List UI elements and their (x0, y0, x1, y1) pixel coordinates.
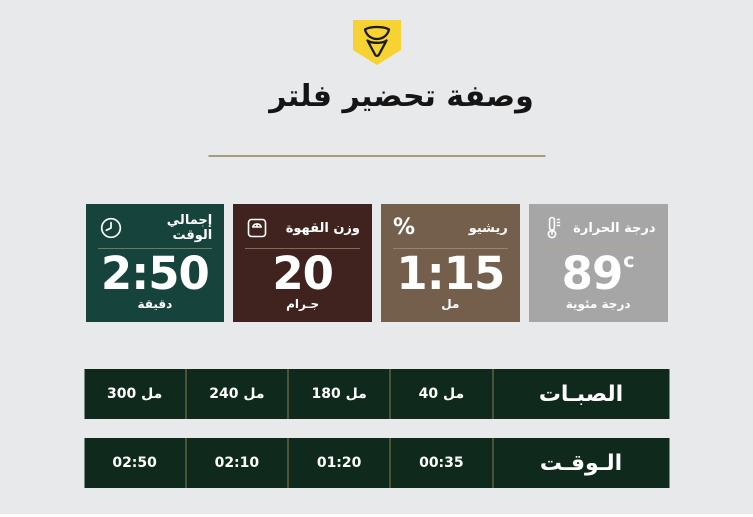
bottom-edge (0, 514, 753, 517)
card-divider (540, 248, 656, 249)
ratio-card: ريشيو % 1:15 مل (381, 204, 520, 322)
card-divider (245, 248, 360, 249)
card-header: ريشيو % (393, 214, 508, 242)
scale-icon (245, 216, 269, 240)
total-time-unit: دقيقة (137, 297, 173, 311)
ratio-unit: مل (441, 297, 460, 311)
card-header: إجمالي الوقت (98, 213, 213, 243)
temperature-number: 89 (561, 246, 624, 300)
coffee-weight-value: 20 (272, 246, 334, 300)
total-time-card: إجمالي الوقت 2:50 دقيقة (85, 204, 225, 322)
pour-cell-3: 240 مل (186, 369, 289, 419)
coffee-weight-card: وزن القهوة 20 جـرام (233, 204, 372, 322)
pour-cell-1: 40 مل (391, 369, 493, 419)
times-row-label: الـوقـت (539, 450, 623, 476)
card-divider (393, 248, 508, 249)
pours-row: الصبـات 40 مل 180 مل 240 مل 300 مل (84, 369, 669, 419)
pours-row-label: الصبـات (538, 381, 624, 407)
temperature-label: درجة الحرارة (573, 220, 656, 236)
time-cell-1: 00:35 (391, 438, 493, 488)
time-cell-4: 02:50 (84, 438, 187, 488)
dripper-shield-icon (352, 20, 401, 65)
temperature-card: درجة الحرارة 89 c درجة مئوية (528, 204, 668, 322)
total-time-value: 2:50 (100, 246, 210, 300)
pour-cell-4: 300 مل (84, 369, 187, 419)
card-header: وزن القهوة (245, 214, 360, 242)
time-cell-2: 01:20 (289, 438, 391, 488)
card-header: درجة الحرارة (541, 214, 656, 242)
coffee-weight-label: وزن القهوة (285, 220, 360, 236)
times-row: الـوقـت 00:35 01:20 02:10 02:50 (84, 438, 669, 488)
thermometer-icon (541, 215, 565, 241)
total-time-label: إجمالي الوقت (166, 213, 213, 243)
stat-cards: درجة الحرارة 89 c درجة مئوية (85, 204, 668, 322)
page-title: وصفة تحضير فلتر (269, 79, 534, 114)
clock-icon (98, 215, 124, 241)
card-divider (97, 248, 213, 249)
time-cell-3: 02:10 (186, 438, 289, 488)
temperature-value: 89 c (541, 249, 656, 297)
percent-icon: % (393, 215, 416, 240)
title-divider (208, 155, 545, 157)
brand-logo (352, 20, 401, 69)
coffee-weight-unit: جـرام (286, 297, 320, 311)
ratio-value: 1:15 (396, 246, 505, 300)
celsius-suffix: c (623, 249, 635, 272)
pour-cell-2: 180 مل (289, 369, 391, 419)
ratio-label: ريشيو (468, 220, 508, 236)
recipe-tables: الصبـات 40 مل 180 مل 240 مل 300 مل الـوق… (84, 369, 669, 507)
temperature-unit: درجة مئوية (565, 297, 631, 311)
